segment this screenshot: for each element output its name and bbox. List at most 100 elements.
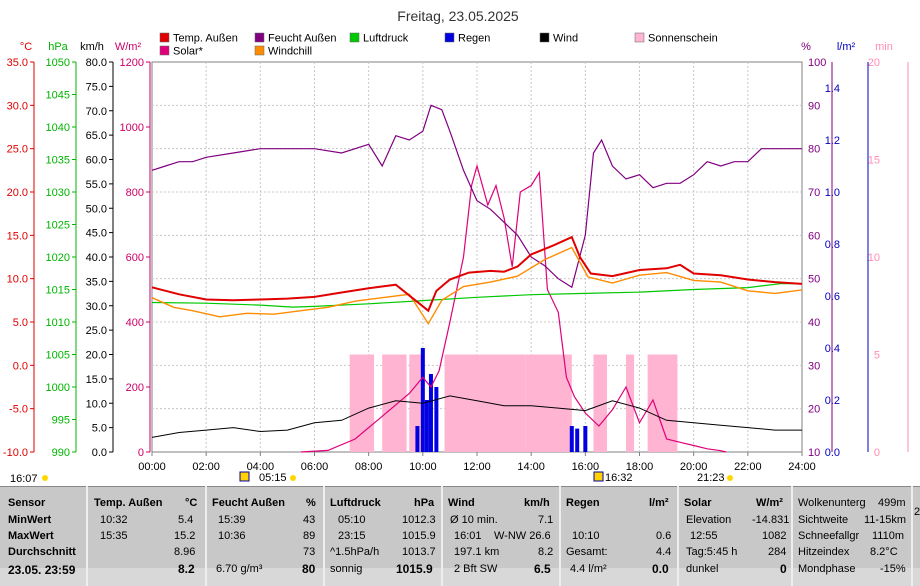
pressure-axis-tick-label: 1050 bbox=[46, 57, 70, 69]
sunshine-bar bbox=[647, 354, 678, 452]
temp-axis-tick-label: -10.0 bbox=[3, 447, 28, 459]
wind-axis-tick-label: 75.0 bbox=[86, 81, 107, 93]
wind-avg10-label: Ø 10 min. bbox=[450, 514, 498, 526]
solar-max-time: 12:55 bbox=[690, 530, 718, 542]
x-tick-label: 20:00 bbox=[680, 461, 708, 473]
legend-swatch bbox=[254, 32, 265, 43]
humidity-axis-tick-label: 30 bbox=[808, 360, 820, 372]
wind-axis-tick-label: 50.0 bbox=[86, 203, 107, 215]
x-tick-label: 08:00 bbox=[355, 461, 383, 473]
temp-axis-unit: °C bbox=[20, 41, 32, 53]
temp-axis-tick-label: 30.0 bbox=[7, 100, 28, 112]
wind-axis-tick-label: 15.0 bbox=[86, 374, 107, 386]
legend-label: Windchill bbox=[268, 46, 312, 58]
max-label: MaxWert bbox=[8, 530, 54, 542]
humidity-axis-tick-label: 20 bbox=[808, 404, 820, 416]
rain-bar bbox=[575, 428, 580, 452]
x-tick-label: 24:00 bbox=[788, 461, 816, 473]
temp-axis-tick-label: 20.0 bbox=[7, 187, 28, 199]
temp-axis-tick-label: -5.0 bbox=[9, 404, 28, 416]
solar-state: dunkel bbox=[686, 563, 719, 575]
pressure-header: Luftdruck bbox=[330, 497, 381, 509]
snowline: 1110m bbox=[872, 530, 905, 542]
humidity-axis-unit: % bbox=[801, 41, 811, 53]
rain-bar bbox=[415, 426, 420, 452]
sunrise-icon bbox=[239, 471, 250, 482]
humidity-axis-tick-label: 50 bbox=[808, 274, 820, 286]
solar-max: 1082 bbox=[762, 530, 787, 542]
wind-header: Wind bbox=[448, 497, 475, 509]
temp-axis-tick-label: 25.0 bbox=[7, 144, 28, 156]
solar-axis-tick-label: 0 bbox=[138, 447, 144, 459]
wind-axis-tick-label: 0.0 bbox=[92, 447, 107, 459]
pressure-axis-tick-label: 995 bbox=[52, 415, 70, 427]
legend-label: Wind bbox=[553, 33, 578, 45]
min-label: MinWert bbox=[8, 514, 52, 526]
temp-current: 8.2 bbox=[178, 562, 195, 576]
wind-distance: 197.1 km bbox=[454, 546, 500, 558]
humidity-axis-tick-label: 80 bbox=[808, 144, 820, 156]
wind-gust: W-NW 26.6 bbox=[494, 530, 551, 542]
avg-label: Durchschnitt bbox=[8, 546, 76, 558]
legend-swatch bbox=[159, 32, 170, 43]
solar-current: 0 bbox=[780, 562, 787, 576]
solar-axis-tick-label: 800 bbox=[126, 187, 144, 199]
edge-value: 2 bbox=[914, 506, 920, 518]
moonrise-time: 21:23 bbox=[697, 472, 725, 484]
rain-sum: 4.4 l/m² bbox=[570, 563, 607, 575]
rain-bar bbox=[428, 374, 433, 452]
temp-avg: 8.96 bbox=[174, 546, 196, 558]
wind-axis-tick-label: 70.0 bbox=[86, 106, 107, 118]
humidity-unit: % bbox=[306, 497, 316, 509]
humidity-max: 89 bbox=[303, 530, 316, 542]
temp-min: 5.4 bbox=[178, 514, 194, 526]
solar-elevation-label: Elevation bbox=[686, 514, 732, 526]
solar-line bbox=[300, 163, 727, 453]
wind-axis-tick-label: 20.0 bbox=[86, 350, 107, 362]
sunshine-axis-tick-label: 0 bbox=[874, 447, 880, 459]
wind-axis-tick-label: 40.0 bbox=[86, 252, 107, 264]
moon-marker-icon bbox=[290, 475, 296, 481]
pressure-max: 1015.9 bbox=[402, 530, 436, 542]
sunset-time: 16:32 bbox=[605, 472, 633, 484]
pressure-max-time: 23:15 bbox=[338, 530, 366, 542]
legend-label: Luftdruck bbox=[363, 33, 409, 45]
pressure-axis-tick-label: 990 bbox=[52, 447, 70, 459]
pressure-axis-tick-label: 1015 bbox=[46, 285, 70, 297]
sunshine-axis-tick-label: 5 bbox=[874, 350, 880, 362]
moonset-time: 16:07 bbox=[10, 473, 38, 485]
rain-bar bbox=[569, 426, 574, 452]
x-tick-label: 14:00 bbox=[517, 461, 545, 473]
wind-axis-tick-label: 45.0 bbox=[86, 228, 107, 240]
x-tick-label: 18:00 bbox=[626, 461, 654, 473]
solar-day-length: Tag:5:45 h bbox=[686, 546, 738, 558]
pressure-axis-tick-label: 1040 bbox=[46, 122, 70, 134]
pressure-min: 1012.3 bbox=[402, 514, 436, 526]
humidity-axis-tick-label: 40 bbox=[808, 317, 820, 329]
wind-unit: km/h bbox=[524, 497, 550, 509]
rain-axis-unit: l/m² bbox=[837, 41, 856, 53]
moon-marker-icon bbox=[727, 475, 733, 481]
wind-axis-tick-label: 55.0 bbox=[86, 179, 107, 191]
wind-axis-tick-label: 35.0 bbox=[86, 276, 107, 288]
temp-axis-tick-label: 35.0 bbox=[7, 57, 28, 69]
legend-swatch bbox=[254, 45, 265, 56]
wind-axis-tick-label: 25.0 bbox=[86, 325, 107, 337]
solar-avg: 284 bbox=[768, 546, 787, 558]
solar-axis-tick-label: 1000 bbox=[120, 122, 144, 134]
cloud-base-label: Wolkenunterg bbox=[798, 497, 866, 509]
humidity-axis-tick-label: 60 bbox=[808, 230, 820, 242]
temp-header: Temp. Außen bbox=[94, 497, 163, 509]
pressure-current: 1015.9 bbox=[396, 562, 433, 576]
rain-bar bbox=[424, 400, 429, 452]
solar-unit: W/m² bbox=[756, 497, 783, 509]
legend-label: Sonnenschein bbox=[648, 33, 718, 45]
x-tick-label: 06:00 bbox=[301, 461, 329, 473]
wind-avg: 8.2 bbox=[538, 546, 554, 558]
weather-chart: Freitag, 23.05.2025 Temp. Außen Feucht Auß… bbox=[3, 8, 909, 485]
wind-axis-tick-label: 5.0 bbox=[92, 423, 107, 435]
sunshine-bar bbox=[593, 354, 607, 452]
wind-axis-unit: km/h bbox=[80, 41, 104, 53]
visibility-label: Sichtweite bbox=[798, 514, 849, 526]
wind-line bbox=[151, 395, 802, 438]
